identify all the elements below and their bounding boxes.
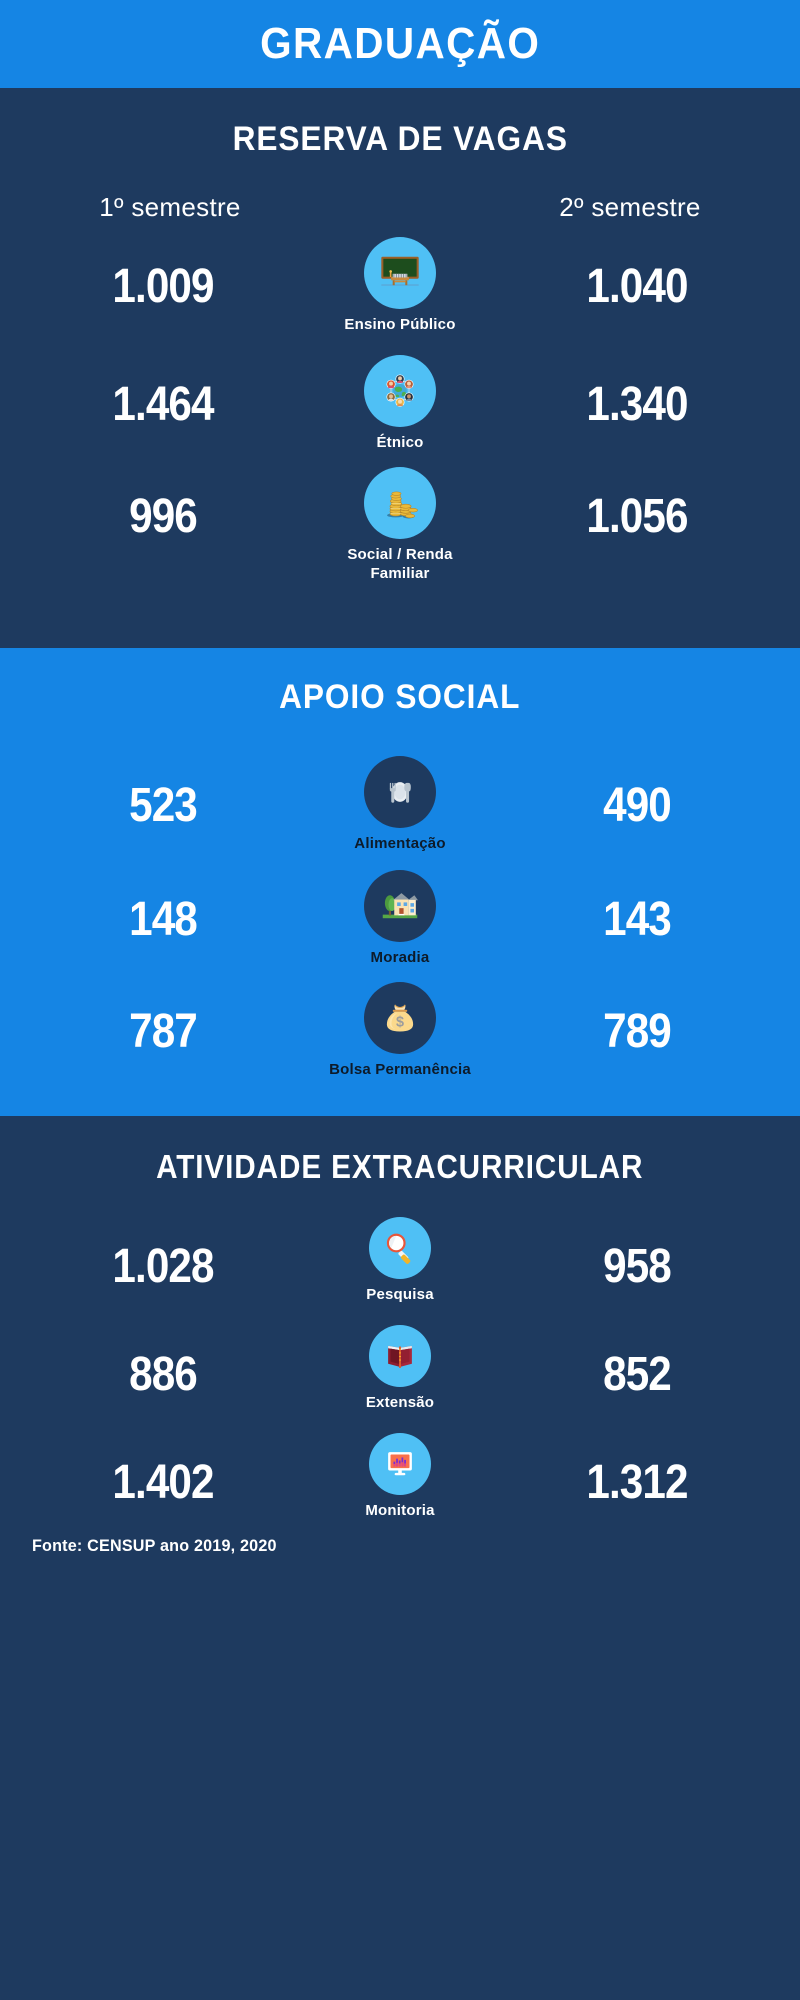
icon-block: Extensão [295,1325,505,1413]
icon-block: Social / Renda Familiar [295,467,505,584]
house-tree-icon [364,870,436,942]
semester-label-second: 2º semestre [559,192,701,222]
value-second-semester: 789 [603,1005,672,1058]
section-reserva-de-vagas: RESERVA DE VAGAS 1º semestre 2º semestre… [0,88,800,648]
value-first-semester: 148 [129,893,198,946]
svg-text:$: $ [396,1015,404,1031]
data-row: 523 [0,756,800,870]
icon-label: Monitoria [365,1502,435,1519]
icon-block: Étnico [295,355,505,453]
data-row: 886 [0,1325,800,1433]
section-title: RESERVA DE VAGAS [232,120,568,158]
value-first-semester: 1.009 [112,260,214,313]
icon-block: Alimentação [295,756,505,854]
value-second-semester: 1.040 [586,260,688,313]
page-header: GRADUAÇÃO [0,0,800,88]
value-first-semester: 996 [129,490,198,543]
globe-people-icon [364,355,436,427]
value-second-semester: 143 [603,893,672,946]
money-bag-icon: $ [364,982,436,1054]
value-second-semester: 1.056 [586,490,688,543]
value-first-semester: 1.028 [112,1240,214,1293]
value-first-semester: 886 [129,1348,198,1401]
icon-block: Monitoria [295,1433,505,1521]
data-row: 787 $ Bolsa Permanência 789 [0,982,800,1094]
chalkboard-desk-icon [364,237,436,309]
rows-apoio-social: 523 [0,756,800,1094]
icon-block: Pesquisa [295,1217,505,1305]
page-footer: Fonte: CENSUP ano 2019, 2020 [0,1536,800,2000]
source-note: Fonte: CENSUP ano 2019, 2020 [32,1536,277,1555]
data-row: 1.028 Pesquisa 958 [0,1217,800,1325]
coin-stacks-icon [364,467,436,539]
icon-label: Moradia [370,949,430,966]
section-apoio-social: APOIO SOCIAL 523 [0,648,800,1116]
data-row: 1.464 [0,355,800,467]
data-row: 996 [0,467,800,585]
value-second-semester: 1.340 [586,378,688,431]
value-first-semester: 523 [129,779,198,832]
section-title: APOIO SOCIAL [279,678,521,716]
value-second-semester: 490 [603,779,672,832]
section-atividade-extracurricular: ATIVIDADE EXTRACURRICULAR 1.028 [0,1116,800,1536]
data-row: 148 [0,870,800,982]
icon-label: Étnico [376,434,424,451]
value-second-semester: 1.312 [586,1456,688,1509]
data-row: 1.402 [0,1433,800,1541]
icon-block: Ensino Público [295,237,505,335]
value-first-semester: 1.402 [112,1456,214,1509]
icon-block: $ Bolsa Permanência [295,982,505,1080]
semester-label-first: 1º semestre [99,192,241,222]
semester-header-row: 1º semestre 2º semestre [0,192,800,223]
value-first-semester: 1.464 [112,378,214,431]
icon-label: Bolsa Permanência [329,1061,471,1078]
rows-atividade-extracurricular: 1.028 Pesquisa 958 [0,1217,800,1541]
rows-reserva-de-vagas: 1.009 [0,237,800,585]
section-title: ATIVIDADE EXTRACURRICULAR [156,1148,644,1185]
icon-block: Moradia [295,870,505,968]
open-book-icon [369,1325,431,1387]
icon-label: Ensino Público [344,316,456,333]
icon-label: Pesquisa [366,1286,434,1303]
plate-cutlery-icon [364,756,436,828]
value-second-semester: 852 [603,1348,672,1401]
value-second-semester: 958 [603,1240,672,1293]
icon-label: Alimentação [354,835,446,852]
page-title: GRADUAÇÃO [259,19,541,68]
value-first-semester: 787 [129,1005,198,1058]
icon-label: Extensão [365,1394,435,1411]
magnifier-icon [369,1217,431,1279]
monitor-chart-icon [369,1433,431,1495]
data-row: 1.009 [0,237,800,355]
icon-label: Social / Renda Familiar [347,546,453,582]
